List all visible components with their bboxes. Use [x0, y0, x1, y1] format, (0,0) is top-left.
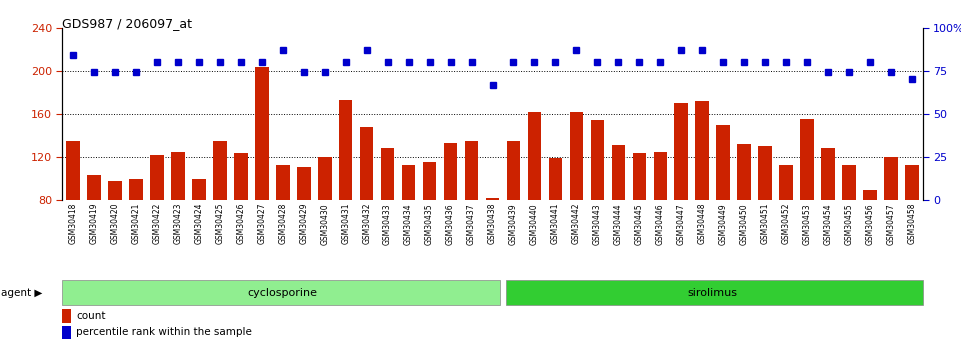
Bar: [87, 175, 101, 286]
Bar: [171, 151, 185, 286]
Bar: [129, 179, 142, 286]
Bar: [465, 141, 479, 286]
Text: agent ▶: agent ▶: [1, 288, 42, 298]
Bar: [234, 152, 248, 286]
Bar: [591, 120, 604, 286]
Bar: [359, 127, 374, 286]
Bar: [485, 198, 500, 286]
Bar: [528, 112, 541, 286]
Bar: [402, 165, 415, 286]
Bar: [779, 165, 793, 286]
Text: cyclosporine: cyclosporine: [248, 288, 318, 298]
Bar: [276, 165, 289, 286]
Bar: [339, 100, 353, 286]
Bar: [884, 157, 898, 286]
Bar: [905, 165, 919, 286]
Bar: [611, 145, 626, 286]
Text: sirolimus: sirolimus: [688, 288, 738, 298]
Bar: [675, 103, 688, 286]
Bar: [506, 280, 923, 305]
Bar: [863, 190, 877, 286]
Bar: [843, 165, 856, 286]
Bar: [717, 125, 730, 286]
Bar: [801, 119, 814, 286]
Bar: [62, 280, 500, 305]
Bar: [632, 152, 646, 286]
Bar: [549, 158, 562, 286]
Bar: [381, 148, 394, 286]
Bar: [737, 144, 752, 286]
Bar: [318, 157, 332, 286]
Bar: [506, 141, 520, 286]
Bar: [62, 326, 71, 339]
Bar: [653, 151, 667, 286]
Text: GDS987 / 206097_at: GDS987 / 206097_at: [62, 17, 192, 30]
Bar: [62, 309, 71, 323]
Bar: [444, 143, 457, 286]
Bar: [213, 141, 227, 286]
Bar: [108, 181, 122, 286]
Bar: [150, 155, 163, 286]
Bar: [570, 112, 583, 286]
Bar: [192, 179, 206, 286]
Bar: [696, 101, 709, 286]
Text: percentile rank within the sample: percentile rank within the sample: [76, 327, 252, 337]
Bar: [66, 141, 80, 286]
Bar: [423, 162, 436, 286]
Bar: [255, 68, 268, 286]
Text: count: count: [76, 311, 106, 321]
Bar: [297, 167, 310, 286]
Bar: [822, 148, 835, 286]
Bar: [758, 146, 772, 286]
